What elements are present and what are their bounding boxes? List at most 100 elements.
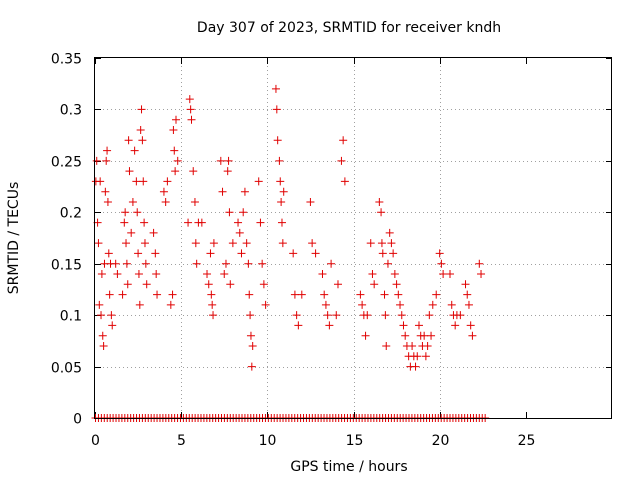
- data-point: [318, 270, 327, 278]
- data-point: [320, 290, 329, 299]
- data-point: [130, 146, 139, 155]
- data-point: [124, 136, 133, 145]
- data-point: [256, 218, 265, 227]
- data-point: [468, 331, 477, 340]
- data-point: [151, 249, 160, 258]
- data-point: [122, 239, 131, 248]
- data-point: [184, 218, 193, 227]
- data-point: [220, 270, 229, 278]
- data-point: [135, 300, 144, 309]
- data-point: [228, 239, 237, 248]
- data-point: [366, 239, 375, 248]
- data-point: [139, 177, 148, 186]
- data-point: [141, 259, 150, 268]
- data-point: [118, 290, 127, 299]
- data-point: [171, 167, 180, 176]
- data-point: [223, 167, 232, 176]
- data-point: [103, 146, 112, 155]
- data-point: [245, 290, 254, 299]
- data-point: [383, 259, 392, 268]
- data-point: [381, 311, 390, 320]
- data-point: [464, 300, 473, 309]
- data-point: [173, 156, 182, 165]
- data-point: [134, 270, 143, 278]
- data-point: [246, 331, 255, 340]
- data-point: [127, 228, 136, 237]
- data-point: [325, 321, 334, 330]
- data-point: [163, 177, 172, 186]
- data-point: [207, 290, 216, 299]
- data-point: [247, 362, 256, 371]
- data-point: [275, 156, 284, 165]
- data-point: [289, 249, 298, 258]
- data-point: [392, 280, 401, 289]
- data-point: [97, 270, 106, 278]
- data-point: [435, 249, 444, 258]
- data-point: [105, 290, 114, 299]
- data-point: [133, 208, 142, 217]
- data-point: [108, 321, 117, 330]
- data-point: [377, 239, 386, 248]
- data-point: [413, 352, 422, 361]
- data-point: [258, 259, 267, 268]
- data-point: [432, 290, 441, 299]
- data-point: [96, 177, 105, 186]
- data-point: [277, 218, 286, 227]
- data-point: [122, 259, 131, 268]
- data-point: [411, 362, 420, 371]
- data-point: [333, 280, 342, 289]
- x-tick-label: 15: [346, 433, 364, 449]
- data-point: [279, 187, 288, 196]
- data-point: [294, 321, 303, 330]
- data-point: [209, 311, 218, 320]
- data-point: [244, 259, 253, 268]
- data-point: [161, 198, 170, 206]
- data-point: [189, 167, 198, 176]
- y-tick-label: 0.1: [60, 309, 82, 325]
- data-point: [421, 352, 430, 361]
- data-point: [387, 239, 396, 248]
- data-point: [311, 249, 320, 258]
- data-point: [363, 311, 372, 320]
- data-point: [439, 270, 448, 278]
- data-point: [152, 270, 161, 278]
- x-tick-label: 10: [259, 433, 277, 449]
- data-point: [235, 228, 244, 237]
- data-point: [423, 342, 432, 350]
- data-point: [254, 177, 263, 186]
- data-point: [475, 259, 484, 268]
- data-point: [171, 115, 180, 124]
- data-point: [132, 177, 141, 186]
- data-point: [242, 239, 251, 248]
- data-point: [297, 290, 306, 299]
- data-point: [218, 187, 227, 196]
- x-axis-label: GPS time / hours: [290, 459, 407, 475]
- data-point: [397, 311, 406, 320]
- data-point: [204, 280, 213, 289]
- data-point: [396, 300, 405, 309]
- data-point: [437, 259, 446, 268]
- data-point: [477, 270, 486, 278]
- data-point: [168, 290, 177, 299]
- data-point: [248, 342, 257, 350]
- data-point: [192, 259, 201, 268]
- data-point: [191, 239, 200, 248]
- data-point: [399, 321, 408, 330]
- data-point: [137, 105, 146, 114]
- data-point: [123, 280, 132, 289]
- data-point: [375, 198, 384, 206]
- data-layer: [91, 84, 490, 422]
- plot-frame: [94, 57, 612, 419]
- data-point: [277, 198, 286, 206]
- y-tick-label: 0.3: [60, 103, 82, 119]
- data-point: [209, 239, 218, 248]
- data-point: [187, 115, 196, 124]
- data-point: [337, 156, 346, 165]
- data-point: [428, 300, 437, 309]
- chart-title: Day 307 of 2023, SRMTID for receiver knd…: [197, 20, 501, 36]
- data-point: [226, 280, 235, 289]
- data-point: [390, 270, 399, 278]
- data-point: [278, 239, 287, 248]
- data-point: [97, 311, 106, 320]
